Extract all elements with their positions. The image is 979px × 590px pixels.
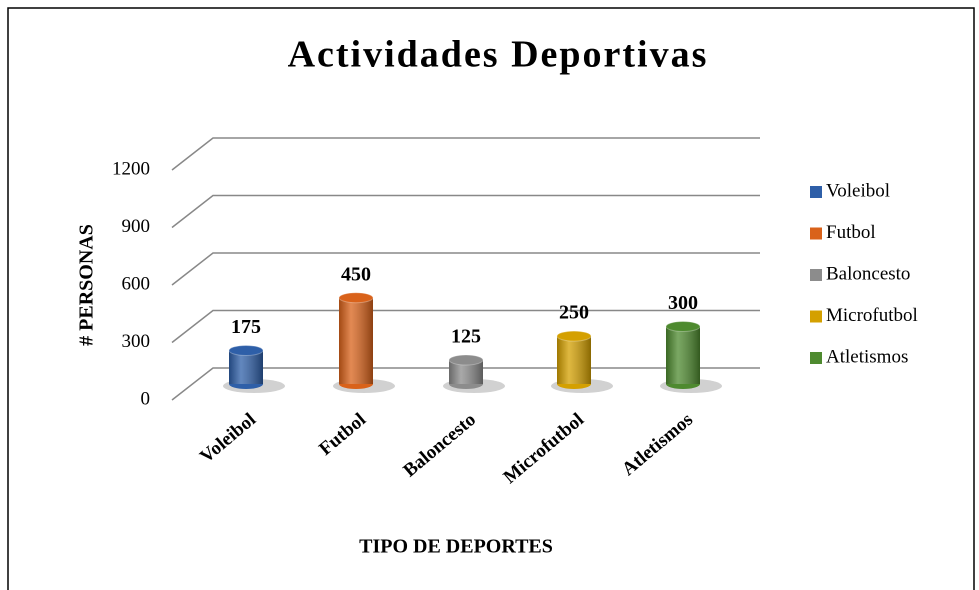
bar-shade [557,336,591,384]
grid-line [171,252,760,286]
data-label: 175 [231,316,261,338]
legend-swatch [810,227,822,240]
y-tick-label: 300 [122,331,151,352]
bar-shade [449,360,483,384]
y-tick-label: 1200 [112,158,150,179]
legend-swatch [810,269,822,281]
bar-top [338,292,374,304]
bar-top [556,330,592,342]
legend-swatch [810,352,822,364]
data-label: 125 [451,326,481,348]
y-tick-label: 900 [122,216,151,237]
grid-line [171,194,760,229]
legend-swatch [810,186,822,198]
x-axis-label: TIPO DE DEPORTES [359,536,553,558]
data-label: 450 [341,263,371,285]
chart-title: Actividades Deportivas [288,34,709,76]
data-label: 250 [559,302,589,324]
grid-line [171,137,760,171]
grid-line [171,309,760,344]
legend-label: Atletismos [826,346,908,367]
bar-top [448,354,484,366]
y-axis-label: # PERSONAS [76,224,98,346]
legend-label: Baloncesto [826,263,910,284]
legend-swatch [810,310,822,323]
legend-label: Microfutbol [826,305,918,326]
bar-shade [229,350,263,384]
frame [7,7,975,590]
bar-shade [666,326,700,384]
bar-top [665,321,701,332]
legend-label: Futbol [826,222,876,243]
legend-label: Voleibol [826,180,890,201]
data-label: 300 [668,292,698,314]
bar-top [228,344,264,356]
y-tick-label: 0 [141,388,151,409]
y-tick-label: 600 [122,273,151,294]
bar-shade [339,297,373,384]
